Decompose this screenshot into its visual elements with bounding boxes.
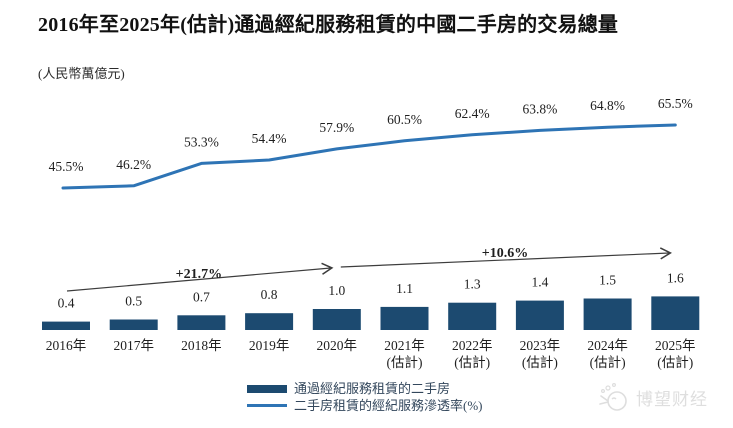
x-axis-sublabel: (估計) (657, 355, 693, 370)
growth-arrow-label: +21.7% (176, 267, 222, 282)
whale-logo-icon (599, 382, 627, 411)
line-series-swatch-icon (247, 404, 287, 407)
x-axis-label: 2017年 (113, 338, 154, 353)
x-axis-label: 2022年 (452, 338, 493, 353)
bar-value-label: 1.6 (667, 270, 684, 285)
bar-value-label: 1.4 (531, 275, 548, 290)
x-axis-label: 2025年 (655, 338, 696, 353)
x-axis-sublabel: (估計) (522, 355, 558, 370)
x-axis-label: 2018年 (181, 338, 222, 353)
bar-value-label: 1.5 (599, 273, 616, 288)
legend-label-bar-series: 通過經紀服務租賃的二手房 (294, 381, 451, 396)
bar (380, 306, 429, 330)
bar-value-label: 0.7 (193, 289, 210, 304)
x-axis-label: 2023年 (520, 338, 561, 353)
legend-item-line-series: 二手房租賃的經紀服務滲透率(%) (247, 399, 483, 412)
line-value-label: 46.2% (116, 157, 151, 172)
bar (651, 296, 700, 330)
line-value-label: 64.8% (590, 98, 625, 113)
bar-value-label: 0.8 (261, 287, 278, 302)
watermark-text: 博望财经 (636, 389, 708, 409)
line-value-label: 53.3% (184, 134, 219, 149)
bar (312, 309, 361, 330)
line-value-label: 65.5% (658, 96, 693, 111)
bar (245, 313, 294, 330)
x-axis-sublabel: (估計) (387, 355, 423, 370)
chart-legend: 通過經紀服務租賃的二手房 二手房租賃的經紀服務滲透率(%) (247, 382, 483, 412)
axis-unit-label: (人民幣萬億元) (38, 66, 125, 81)
x-axis-label: 2016年 (46, 338, 87, 353)
line-value-label: 60.5% (387, 112, 422, 127)
bar-value-label: 1.0 (328, 283, 345, 298)
bar-value-label: 0.5 (125, 294, 142, 309)
bar (42, 321, 90, 330)
line-value-labels: 45.5% 46.2% 53.3% 54.4% 57.9% 60.5% 62.4% 63.8%… (49, 96, 693, 174)
bar (109, 319, 158, 330)
line-value-label: 54.4% (252, 131, 287, 146)
growth-arrow (340, 247, 672, 268)
bar-series (42, 296, 700, 330)
x-axis-label: 2021年 (384, 338, 425, 353)
bar (583, 298, 632, 330)
bar-value-label: 1.3 (464, 277, 481, 292)
chart-title: 2016年至2025年(估計)通過經紀服務租賃的中國二手房的交易總量 (38, 14, 619, 36)
bar-value-label: 1.1 (396, 281, 413, 296)
bar (177, 315, 226, 330)
combo-chart: +21.7% +10.6% 0.4 0.5 0.7 0.8 1.0 1.1 1.3 1.4 1.5… (42, 96, 700, 370)
x-axis-sublabel: (估計) (590, 355, 626, 370)
bar (448, 302, 497, 330)
x-axis-labels: 2016年 2017年 2018年 2019年 2020年 2021年 (估計) 2022年 (… (46, 338, 696, 370)
line-value-label: 57.9% (319, 120, 354, 135)
penetration-line (61, 123, 677, 190)
x-axis-label: 2019年 (249, 338, 290, 353)
watermark: 博望财经 (597, 380, 708, 414)
x-axis-sublabel: (估計) (454, 355, 490, 370)
bar-value-labels: 0.4 0.5 0.7 0.8 1.0 1.1 1.3 1.4 1.5 1.6 (58, 270, 684, 310)
legend-item-bar-series: 通過經紀服務租賃的二手房 (247, 382, 483, 395)
growth-arrow-label: +10.6% (482, 246, 528, 261)
line-series (61, 123, 677, 190)
bar-series-swatch-icon (247, 384, 287, 393)
bar-value-label: 0.4 (58, 296, 75, 311)
bar (515, 300, 564, 330)
line-value-label: 45.5% (49, 159, 84, 174)
x-axis-label: 2024年 (587, 338, 628, 353)
legend-label-line-series: 二手房租賃的經紀服務滲透率(%) (294, 398, 483, 413)
growth-arrow (66, 262, 334, 292)
line-value-label: 63.8% (522, 101, 557, 116)
x-axis-label: 2020年 (317, 338, 358, 353)
line-value-label: 62.4% (455, 106, 490, 121)
growth-arrows: +21.7% +10.6% (66, 246, 672, 292)
